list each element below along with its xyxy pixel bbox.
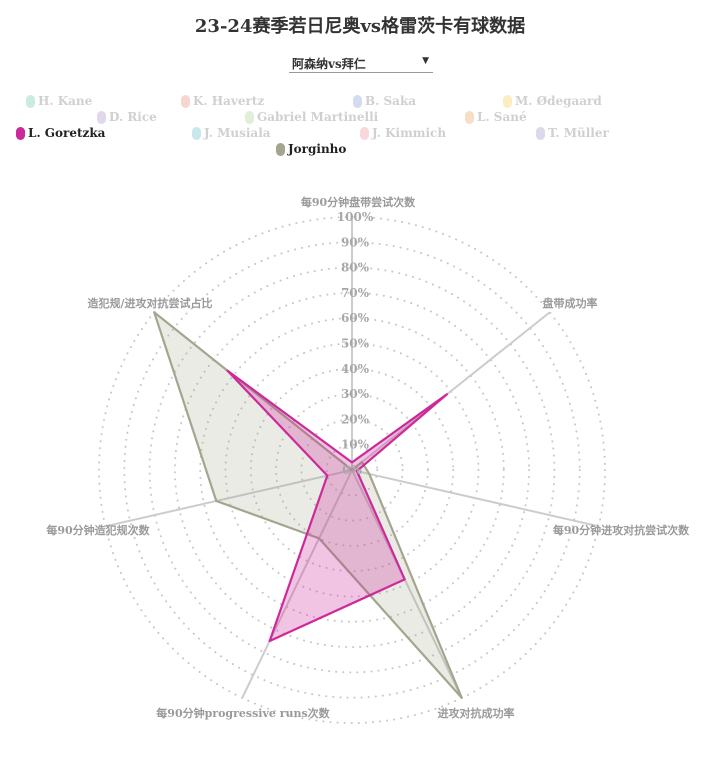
axis-label: 盘带成功率 xyxy=(543,296,598,310)
legend-item-l-goretzka[interactable]: L. Goretzka xyxy=(16,126,105,140)
tick-label: 100% xyxy=(337,210,374,224)
tick-label: 70% xyxy=(341,286,370,300)
axis-spoke xyxy=(351,469,599,528)
axis-label: 造犯规/进攻对抗尝试占比 xyxy=(87,296,212,310)
legend-item-h-kane[interactable]: H. Kane xyxy=(26,94,92,108)
grid-ring xyxy=(300,418,404,522)
grid-ring xyxy=(325,443,379,497)
grid-ring xyxy=(275,393,429,547)
axis-label: 每90分钟造犯规次数 xyxy=(46,523,150,537)
legend-item-d-rice[interactable]: D. Rice xyxy=(97,110,157,124)
legend-item-k-havertz[interactable]: K. Havertz xyxy=(181,94,264,108)
grid-ring xyxy=(148,266,556,674)
legend-item-l-san[interactable]: L. Sané xyxy=(465,110,527,124)
axis-spoke xyxy=(241,469,353,699)
legend-marker xyxy=(16,126,25,140)
legend-marker xyxy=(353,94,362,108)
legend-label: B. Saka xyxy=(365,94,417,108)
axis-spoke xyxy=(351,311,551,471)
legend-label: L. Sané xyxy=(477,110,527,124)
tick-label: 40% xyxy=(341,362,370,376)
chevron-down-icon: ▼ xyxy=(422,56,429,66)
tick-label: 30% xyxy=(341,387,370,401)
legend-item-j-musiala[interactable]: J. Musiala xyxy=(192,126,271,140)
tick-label: 60% xyxy=(341,311,370,325)
legend-label: D. Rice xyxy=(109,110,157,124)
legend-marker xyxy=(181,94,190,108)
series-area-l-goretzka xyxy=(226,369,448,643)
tick-label: 80% xyxy=(341,261,370,275)
tick-label: 20% xyxy=(341,412,370,426)
tick-label: 50% xyxy=(341,337,370,351)
legend-marker xyxy=(503,94,512,108)
legend-item-jorginho[interactable]: Jorginho xyxy=(276,142,346,156)
legend-item-t-m-ller[interactable]: T. Müller xyxy=(536,126,609,140)
tick-label: 10% xyxy=(341,438,370,452)
axis-spoke xyxy=(351,469,463,699)
legend-marker xyxy=(360,126,369,140)
legend-label: J. Kimmich xyxy=(372,126,447,140)
grid-ring xyxy=(173,291,531,649)
legend-marker xyxy=(192,126,201,140)
legend-marker xyxy=(536,126,545,140)
chart-title: 23-24赛季若日尼奥vs格雷茨卡有球数据 xyxy=(194,16,526,37)
legend-label: K. Havertz xyxy=(193,94,265,108)
legend-label: L. Goretzka xyxy=(28,126,106,140)
tick-label: 90% xyxy=(341,235,370,249)
legend-marker xyxy=(26,94,35,108)
grid-ring xyxy=(199,317,505,623)
grid-ring xyxy=(98,216,606,724)
axis-label: 每90分钟盘带尝试次数 xyxy=(301,195,416,209)
legend-marker xyxy=(276,142,285,156)
axis-label: 进攻对抗成功率 xyxy=(438,706,515,720)
legend-label: Jorginho xyxy=(288,142,347,156)
legend-label: Gabriel Martinelli xyxy=(257,110,379,124)
legend-marker xyxy=(465,110,474,124)
matchup-select-value: 阿森纳vs拜仁 xyxy=(292,57,366,71)
legend-marker xyxy=(97,110,106,124)
legend-item-b-saka[interactable]: B. Saka xyxy=(353,94,416,108)
legend-label: J. Musiala xyxy=(204,126,271,140)
series-area-jorginho xyxy=(153,311,463,700)
matchup-select[interactable]: 阿森纳vs拜仁 ▼ xyxy=(289,54,433,73)
legend-item-m-degaard[interactable]: M. Ødegaard xyxy=(503,94,602,108)
axis-label: 每90分钟进攻对抗尝试次数 xyxy=(553,523,690,537)
axis-label: 每90分钟progressive runs次数 xyxy=(156,706,330,720)
legend-label: T. Müller xyxy=(548,126,609,140)
axis-spoke xyxy=(105,469,353,528)
legend-label: H. Kane xyxy=(38,94,93,108)
legend-item-gabriel-martinelli[interactable]: Gabriel Martinelli xyxy=(245,110,378,124)
legend-item-j-kimmich[interactable]: J. Kimmich xyxy=(360,126,446,140)
legend-marker xyxy=(245,110,254,124)
tick-label: 0% xyxy=(342,463,362,477)
legend-label: M. Ødegaard xyxy=(515,94,602,108)
